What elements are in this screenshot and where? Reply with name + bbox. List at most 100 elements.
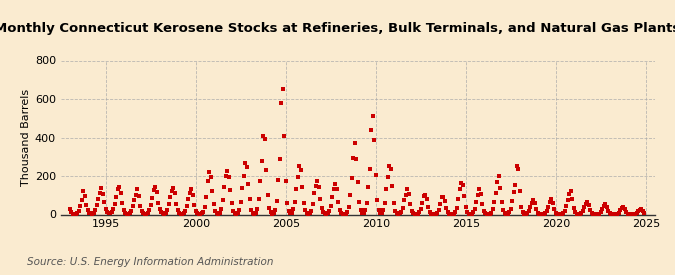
Point (522, 210, 533, 215)
Point (103, 211, 114, 215)
Point (501, 211, 512, 216)
Point (388, 201, 399, 205)
Point (331, 187, 342, 192)
Point (304, 211, 315, 215)
Point (275, 156, 286, 161)
Point (97, 192, 108, 196)
Point (99, 200, 109, 204)
Point (180, 208, 190, 213)
Point (352, 180, 363, 184)
Point (535, 212, 546, 216)
Point (406, 208, 417, 213)
Point (564, 192, 574, 196)
Point (400, 193, 411, 197)
Point (111, 195, 122, 199)
Point (271, 199, 282, 203)
Point (631, 210, 642, 215)
Point (459, 194, 470, 199)
Point (392, 211, 402, 215)
Point (236, 200, 246, 204)
Point (322, 211, 333, 215)
Point (64, 207, 75, 211)
Point (246, 207, 256, 212)
Point (222, 169, 233, 174)
Point (244, 197, 255, 201)
Point (528, 198, 539, 202)
Point (556, 212, 567, 216)
Point (512, 164, 522, 169)
Point (159, 211, 169, 216)
Point (250, 211, 261, 215)
Point (547, 201, 558, 205)
Point (402, 186, 412, 191)
Point (423, 205, 434, 209)
Point (317, 206, 327, 210)
Point (307, 202, 318, 206)
Point (319, 211, 330, 215)
Point (577, 209, 588, 213)
Point (186, 186, 196, 191)
Point (550, 210, 561, 215)
Point (225, 188, 236, 192)
Point (285, 211, 296, 215)
Point (78, 189, 88, 194)
Point (166, 189, 177, 194)
Point (444, 211, 455, 216)
Point (93, 197, 104, 201)
Point (340, 211, 351, 216)
Point (76, 198, 87, 202)
Point (621, 210, 632, 214)
Point (264, 206, 275, 210)
Point (504, 210, 514, 214)
Point (87, 211, 98, 216)
Point (491, 191, 502, 196)
Point (628, 212, 639, 216)
Point (273, 178, 284, 182)
Point (570, 210, 580, 214)
Point (232, 211, 243, 215)
Point (328, 187, 339, 192)
Point (69, 212, 80, 216)
Point (240, 160, 250, 165)
Point (199, 205, 210, 209)
Point (357, 211, 368, 215)
Point (178, 211, 189, 215)
Point (479, 208, 489, 213)
Point (300, 208, 310, 213)
Point (88, 210, 99, 215)
Point (168, 185, 179, 190)
Point (573, 212, 584, 216)
Point (210, 208, 221, 213)
Point (192, 211, 202, 215)
Point (477, 202, 487, 206)
Point (469, 207, 480, 211)
Point (465, 212, 476, 216)
Point (404, 192, 414, 196)
Point (338, 211, 348, 216)
Point (394, 211, 405, 216)
Point (309, 191, 320, 196)
Point (420, 193, 431, 197)
Point (215, 210, 225, 215)
Point (130, 193, 141, 197)
Point (541, 209, 552, 213)
Point (543, 205, 554, 209)
Point (567, 197, 578, 201)
Point (398, 206, 408, 210)
Point (157, 211, 168, 215)
Point (582, 200, 593, 204)
Point (321, 211, 331, 216)
Point (405, 202, 416, 206)
Point (463, 211, 474, 216)
Point (539, 212, 549, 216)
Point (487, 207, 498, 211)
Point (330, 182, 341, 186)
Point (237, 185, 248, 190)
Point (639, 211, 650, 215)
Point (189, 203, 200, 207)
Point (624, 212, 634, 216)
Point (493, 174, 504, 178)
Point (75, 204, 86, 208)
Point (448, 211, 459, 216)
Point (560, 208, 570, 213)
